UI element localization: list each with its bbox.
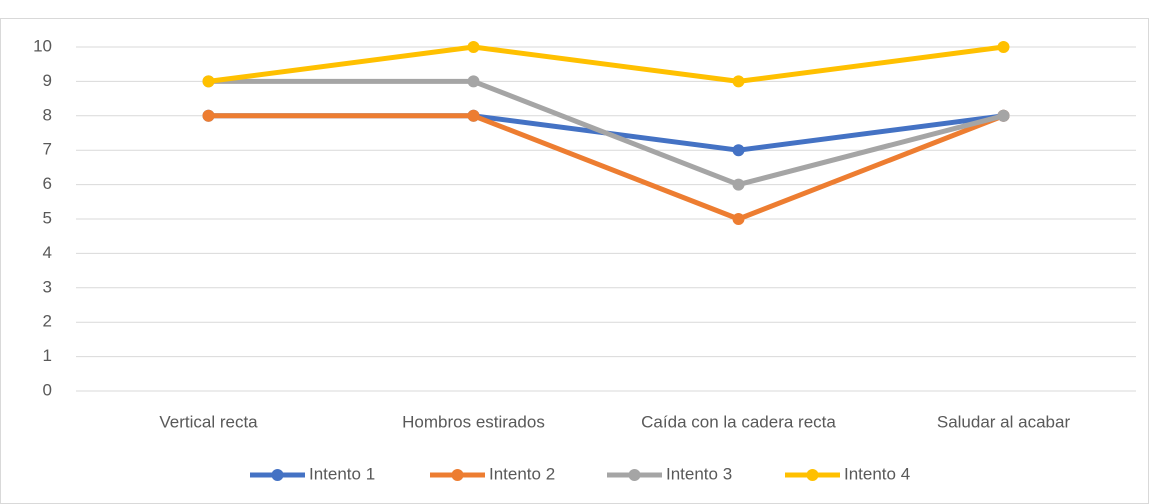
legend-label: Intento 3 bbox=[666, 464, 732, 483]
series-line bbox=[206, 44, 1006, 84]
marker bbox=[997, 41, 1010, 53]
y-tick-label: 8 bbox=[43, 105, 52, 124]
y-tick-label: 1 bbox=[43, 346, 52, 365]
marker bbox=[997, 109, 1010, 122]
legend-label: Intento 1 bbox=[309, 464, 375, 483]
marker bbox=[467, 109, 480, 122]
legend-marker bbox=[628, 469, 641, 481]
y-tick-label: 7 bbox=[43, 140, 52, 159]
y-tick-label: 3 bbox=[43, 277, 52, 296]
y-tick-label: 9 bbox=[43, 71, 52, 90]
series-line bbox=[206, 78, 1006, 188]
x-tick-label: Caída con la cadera recta bbox=[641, 412, 836, 431]
marker bbox=[202, 109, 215, 122]
legend-label: Intento 2 bbox=[489, 464, 555, 483]
legend-marker bbox=[451, 469, 464, 481]
y-tick-label: 6 bbox=[43, 174, 52, 193]
marker bbox=[732, 213, 745, 225]
marker bbox=[467, 41, 480, 53]
x-tick-label: Saludar al acabar bbox=[937, 412, 1071, 431]
legend-marker bbox=[271, 469, 284, 481]
series-line bbox=[206, 113, 1006, 222]
y-tick-label: 5 bbox=[43, 208, 52, 227]
y-tick-label: 0 bbox=[43, 380, 52, 399]
y-tick-label: 4 bbox=[43, 243, 52, 262]
marker bbox=[732, 144, 745, 157]
x-tick-label: Vertical recta bbox=[159, 412, 258, 431]
marker bbox=[732, 75, 745, 88]
y-tick-label: 10 bbox=[33, 36, 52, 55]
chart-border bbox=[0, 18, 1149, 504]
marker bbox=[467, 75, 480, 88]
legend-marker bbox=[806, 469, 819, 481]
y-tick-label: 2 bbox=[43, 312, 52, 331]
x-tick-label: Hombros estirados bbox=[402, 412, 545, 431]
legend-label: Intento 4 bbox=[844, 464, 910, 483]
marker bbox=[202, 75, 215, 88]
marker bbox=[732, 178, 745, 191]
